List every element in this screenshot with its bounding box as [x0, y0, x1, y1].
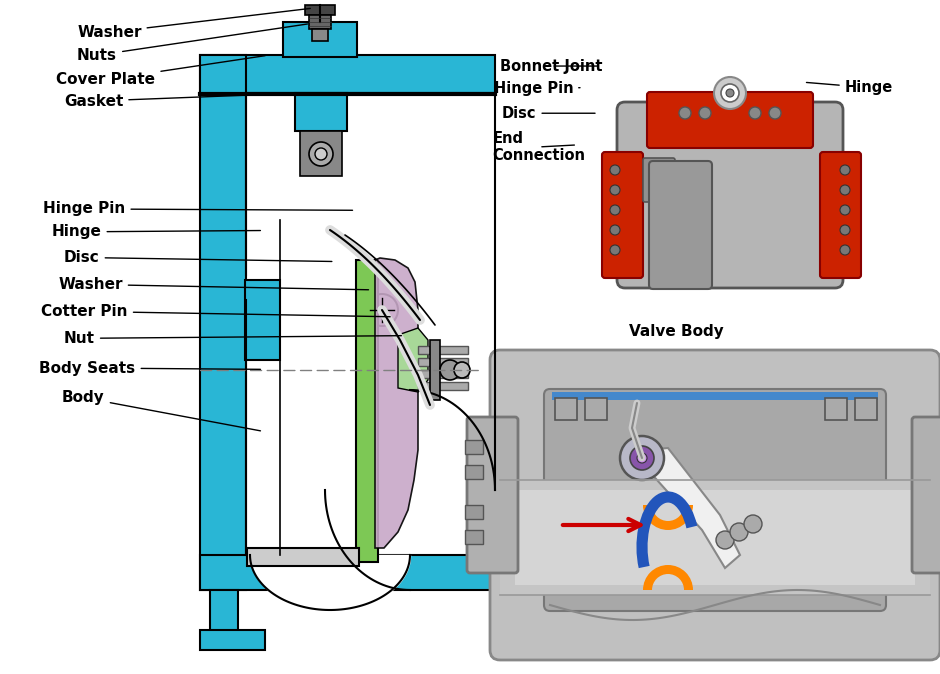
- Circle shape: [840, 185, 850, 195]
- FancyBboxPatch shape: [210, 590, 238, 635]
- Text: Gasket: Gasket: [64, 94, 265, 109]
- FancyBboxPatch shape: [585, 398, 607, 420]
- Text: Valve Body: Valve Body: [630, 324, 724, 339]
- FancyBboxPatch shape: [465, 530, 483, 544]
- Text: Washer: Washer: [58, 277, 368, 292]
- Circle shape: [840, 245, 850, 255]
- FancyBboxPatch shape: [544, 389, 886, 611]
- Circle shape: [749, 107, 761, 119]
- Circle shape: [730, 523, 748, 541]
- Circle shape: [610, 245, 620, 255]
- Circle shape: [610, 185, 620, 195]
- Text: Washer: Washer: [77, 8, 310, 40]
- Text: Hinge: Hinge: [807, 80, 893, 95]
- Text: Hinge Pin: Hinge Pin: [494, 82, 580, 96]
- Circle shape: [610, 205, 620, 215]
- Text: Bonnet Joint: Bonnet Joint: [500, 59, 603, 73]
- FancyBboxPatch shape: [825, 398, 847, 420]
- FancyBboxPatch shape: [200, 55, 246, 590]
- FancyBboxPatch shape: [602, 152, 643, 278]
- FancyBboxPatch shape: [500, 480, 930, 595]
- Circle shape: [610, 165, 620, 175]
- Circle shape: [366, 294, 398, 326]
- FancyBboxPatch shape: [305, 5, 335, 15]
- FancyBboxPatch shape: [465, 440, 483, 454]
- Text: Nuts: Nuts: [77, 24, 307, 63]
- Polygon shape: [375, 258, 418, 548]
- Wedge shape: [643, 565, 693, 590]
- Text: Hinge Pin: Hinge Pin: [43, 202, 352, 216]
- FancyBboxPatch shape: [465, 505, 483, 519]
- Circle shape: [726, 89, 734, 97]
- Circle shape: [454, 362, 470, 378]
- Text: Disc: Disc: [64, 250, 332, 265]
- Text: Body Seats: Body Seats: [39, 361, 260, 375]
- Text: Cotter Pin: Cotter Pin: [41, 304, 390, 319]
- Polygon shape: [356, 260, 378, 562]
- Circle shape: [630, 446, 654, 470]
- Circle shape: [309, 142, 333, 166]
- FancyBboxPatch shape: [295, 93, 347, 131]
- Circle shape: [840, 165, 850, 175]
- FancyBboxPatch shape: [649, 161, 712, 289]
- Circle shape: [840, 205, 850, 215]
- Circle shape: [716, 531, 734, 549]
- Circle shape: [679, 107, 691, 119]
- FancyBboxPatch shape: [643, 158, 675, 202]
- Circle shape: [840, 225, 850, 235]
- FancyBboxPatch shape: [855, 398, 877, 420]
- Text: Cover Plate: Cover Plate: [56, 56, 265, 87]
- Circle shape: [744, 515, 762, 533]
- Circle shape: [699, 107, 711, 119]
- Circle shape: [769, 107, 781, 119]
- Circle shape: [610, 225, 620, 235]
- FancyBboxPatch shape: [552, 392, 878, 400]
- Text: End
Connection: End Connection: [493, 131, 586, 163]
- FancyBboxPatch shape: [617, 102, 843, 288]
- Text: Nut: Nut: [64, 331, 401, 346]
- FancyBboxPatch shape: [245, 280, 280, 360]
- Circle shape: [714, 77, 746, 109]
- FancyBboxPatch shape: [465, 465, 483, 479]
- FancyBboxPatch shape: [647, 92, 813, 148]
- Text: Disc: Disc: [502, 106, 595, 121]
- Circle shape: [620, 436, 664, 480]
- FancyBboxPatch shape: [283, 22, 357, 57]
- Text: Hinge: Hinge: [52, 224, 260, 239]
- Wedge shape: [643, 505, 693, 530]
- Circle shape: [440, 360, 460, 380]
- FancyBboxPatch shape: [490, 350, 940, 660]
- FancyBboxPatch shape: [200, 630, 265, 650]
- FancyBboxPatch shape: [912, 417, 940, 573]
- FancyBboxPatch shape: [555, 398, 577, 420]
- FancyBboxPatch shape: [418, 346, 468, 354]
- FancyBboxPatch shape: [418, 382, 468, 390]
- FancyBboxPatch shape: [430, 340, 440, 400]
- Circle shape: [315, 148, 327, 160]
- FancyBboxPatch shape: [467, 417, 518, 573]
- FancyBboxPatch shape: [200, 555, 495, 590]
- FancyBboxPatch shape: [200, 55, 495, 93]
- FancyBboxPatch shape: [515, 490, 915, 585]
- Polygon shape: [645, 448, 740, 568]
- FancyBboxPatch shape: [312, 29, 328, 41]
- Circle shape: [637, 453, 647, 463]
- FancyBboxPatch shape: [309, 15, 331, 29]
- FancyBboxPatch shape: [418, 358, 468, 366]
- Polygon shape: [398, 328, 428, 392]
- FancyBboxPatch shape: [300, 131, 342, 176]
- Text: Body: Body: [62, 390, 260, 431]
- FancyBboxPatch shape: [418, 370, 468, 378]
- FancyBboxPatch shape: [247, 548, 359, 566]
- Circle shape: [651, 172, 667, 188]
- Circle shape: [721, 84, 739, 102]
- FancyBboxPatch shape: [820, 152, 861, 278]
